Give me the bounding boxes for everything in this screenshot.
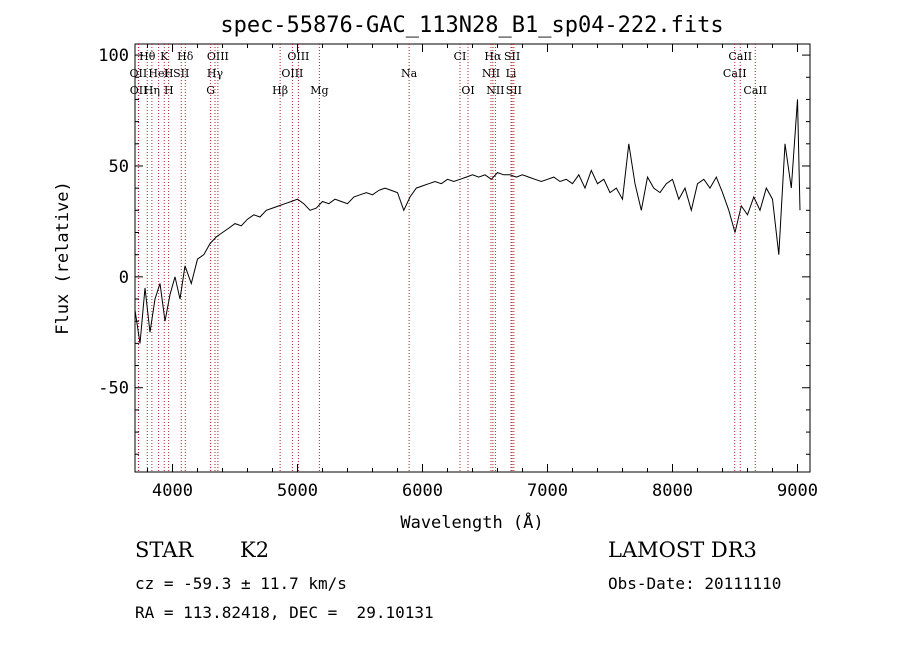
line-label-18: CaII — [723, 67, 747, 80]
line-label-9: OII — [130, 67, 148, 80]
y-tick-label-2: 50 — [109, 157, 129, 177]
chart-title: spec-55876-GAC_113N28_B1_sp04-222.fits — [220, 13, 723, 38]
line-label-11: HeI — [148, 67, 168, 80]
redshift: cz = -59.3 ± 11.7 km/s — [135, 574, 347, 593]
line-label-24: Mg — [310, 84, 328, 97]
line-label-13: Hγ — [207, 67, 224, 80]
line-label-6: Hα — [484, 50, 502, 63]
line-label-16: NII — [482, 67, 500, 80]
x-tick-label-1: 5000 — [277, 481, 318, 501]
y-tick-label-0: -50 — [98, 379, 129, 399]
line-label-7: SII — [504, 50, 520, 63]
line-label-22: G — [206, 84, 215, 97]
line-label-19: OII — [130, 84, 148, 97]
x-tick-label-3: 7000 — [527, 481, 568, 501]
x-tick-label-4: 8000 — [652, 481, 693, 501]
object-class: STAR — [135, 538, 194, 562]
line-label-28: CaII — [743, 84, 767, 97]
line-label-14: OIII — [281, 67, 303, 80]
line-label-5: CI — [454, 50, 467, 63]
line-label-3: OIII — [207, 50, 229, 63]
x-tick-label-5: 9000 — [777, 481, 818, 501]
line-label-20: Hη — [144, 84, 160, 97]
line-label-17: Li — [506, 67, 517, 80]
spectrum-line — [134, 99, 801, 344]
line-label-27: SII — [506, 84, 522, 97]
subclass: K2 — [240, 538, 270, 562]
line-label-0: Hθ — [139, 50, 156, 63]
y-axis: -50 0 50 100 — [98, 46, 810, 455]
line-label-2: Hδ — [177, 50, 194, 63]
spectral-line-markers — [137, 44, 756, 472]
x-tick-label-0: 4000 — [152, 481, 193, 501]
line-label-8: CaII — [728, 50, 752, 63]
coordinates: RA = 113.82418, DEC = 29.10131 — [135, 603, 434, 622]
x-axis: 4000 5000 6000 7000 8000 9000 — [147, 44, 818, 501]
line-label-21: H — [164, 84, 174, 97]
x-axis-label: Wavelength (Å) — [400, 511, 543, 533]
line-label-26: NII — [486, 84, 504, 97]
y-tick-label-1: 0 — [119, 268, 129, 288]
line-label-10: H — [164, 67, 174, 80]
obs-date: Obs-Date: 20111110 — [608, 574, 782, 593]
line-label-23: Hβ — [272, 84, 288, 97]
line-label-4: OIII — [287, 50, 309, 63]
survey-name: LAMOST DR3 — [608, 538, 757, 562]
y-tick-label-3: 100 — [98, 46, 129, 66]
y-axis-label: Flux (relative) — [53, 181, 73, 335]
x-tick-label-2: 6000 — [402, 481, 443, 501]
line-label-1: K — [160, 50, 169, 63]
line-label-25: OI — [461, 84, 474, 97]
plot-frame — [134, 43, 811, 473]
line-label-15: Na — [401, 67, 418, 80]
line-label-12: SII — [173, 67, 189, 80]
